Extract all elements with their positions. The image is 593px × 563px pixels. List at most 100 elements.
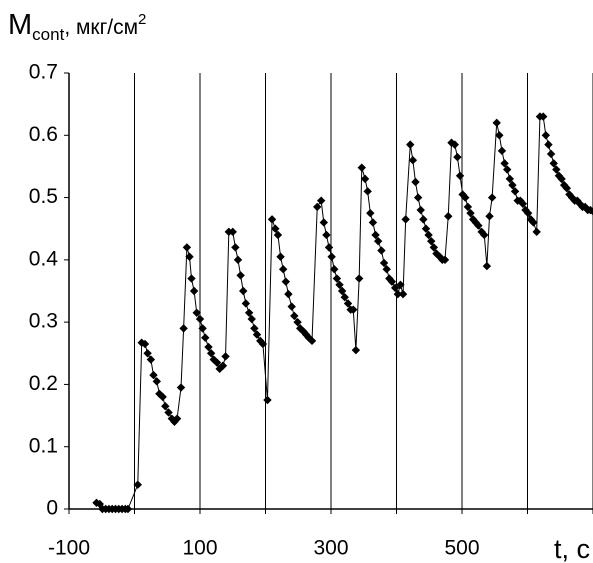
data-point	[565, 190, 574, 199]
data-point	[518, 199, 528, 208]
data-point	[143, 349, 152, 358]
data-point	[523, 208, 533, 218]
data-point	[482, 261, 492, 271]
data-point	[357, 163, 366, 172]
data-point	[327, 252, 336, 261]
data-point	[549, 159, 558, 168]
y-axis-title: Mcont, мкг/см2	[8, 9, 146, 44]
y-tick-label: 0.4	[29, 247, 59, 270]
data-point	[401, 215, 410, 224]
y-tick-label: 0.3	[29, 310, 58, 333]
data-point	[293, 317, 302, 327]
data-point	[371, 230, 380, 240]
data-point	[379, 258, 389, 268]
data-point	[497, 146, 507, 156]
data-point	[349, 305, 358, 314]
data-point	[363, 187, 372, 196]
data-point	[335, 280, 344, 289]
data-point	[185, 252, 194, 261]
data-point	[510, 187, 520, 196]
data-point	[271, 224, 280, 233]
x-tick-label: 500	[444, 537, 479, 560]
data-point	[322, 230, 331, 240]
data-point	[424, 230, 433, 240]
data-point	[161, 402, 170, 411]
data-point	[337, 286, 347, 296]
x-tick-label: 100	[182, 537, 217, 560]
data-point	[552, 165, 561, 174]
data-point	[529, 218, 538, 227]
data-point	[149, 370, 158, 380]
data-point	[366, 208, 375, 218]
data-point	[273, 230, 283, 240]
data-point	[343, 299, 353, 308]
data-point	[377, 246, 386, 255]
data-point	[313, 202, 322, 212]
data-point	[466, 208, 475, 218]
data-point	[508, 180, 517, 190]
data-point	[567, 193, 577, 202]
data-point	[239, 286, 248, 296]
data-point	[360, 174, 370, 184]
data-point	[492, 118, 501, 128]
data-point	[546, 149, 556, 159]
y-tick-label: 0	[46, 497, 58, 520]
data-point	[218, 361, 228, 370]
data-point	[244, 308, 254, 317]
data-point	[539, 112, 548, 121]
data-point	[461, 193, 470, 202]
data-point	[250, 324, 259, 333]
data-point	[559, 180, 569, 190]
data-point	[332, 274, 342, 283]
data-point	[421, 224, 431, 233]
data-point	[192, 308, 201, 317]
data-point	[281, 277, 291, 286]
data-point	[233, 255, 243, 265]
data-point	[152, 377, 161, 386]
data-point	[340, 293, 349, 302]
data-point	[187, 274, 196, 283]
data-point	[373, 236, 383, 246]
data-point	[241, 299, 251, 308]
y-tick-label: 0.2	[29, 372, 58, 395]
data-point	[221, 352, 230, 361]
data-point	[408, 156, 418, 165]
data-point	[278, 265, 288, 274]
data-point	[287, 302, 296, 311]
data-point	[485, 212, 494, 221]
data-point	[413, 193, 423, 202]
data-point	[198, 324, 207, 333]
data-point	[252, 330, 262, 339]
data-point	[263, 395, 272, 405]
data-point	[354, 274, 364, 283]
data-point	[212, 358, 222, 367]
data-point	[351, 345, 361, 355]
data-point	[444, 212, 453, 221]
data-line	[96, 116, 593, 510]
data-point	[416, 205, 425, 215]
data-point	[204, 342, 213, 352]
y-tick-label: 0.6	[29, 123, 58, 146]
data-point	[495, 131, 504, 140]
y-title-subscript: cont	[32, 25, 64, 44]
data-point	[133, 480, 142, 489]
y-tick-label: 0.5	[29, 185, 58, 208]
data-point	[429, 243, 439, 252]
data-point	[474, 221, 483, 230]
data-point	[393, 289, 403, 299]
x-tick-label: 300	[313, 537, 348, 560]
data-point	[396, 280, 405, 289]
data-point	[419, 215, 428, 224]
data-point	[236, 271, 245, 280]
data-point	[554, 171, 564, 180]
data-point	[201, 333, 210, 342]
data-point	[406, 140, 415, 149]
data-point	[330, 265, 339, 274]
data-point	[505, 174, 515, 184]
data-point	[228, 227, 237, 237]
data-point	[158, 392, 167, 402]
data-point	[172, 414, 182, 423]
data-point	[146, 355, 156, 364]
data-point	[368, 218, 378, 227]
